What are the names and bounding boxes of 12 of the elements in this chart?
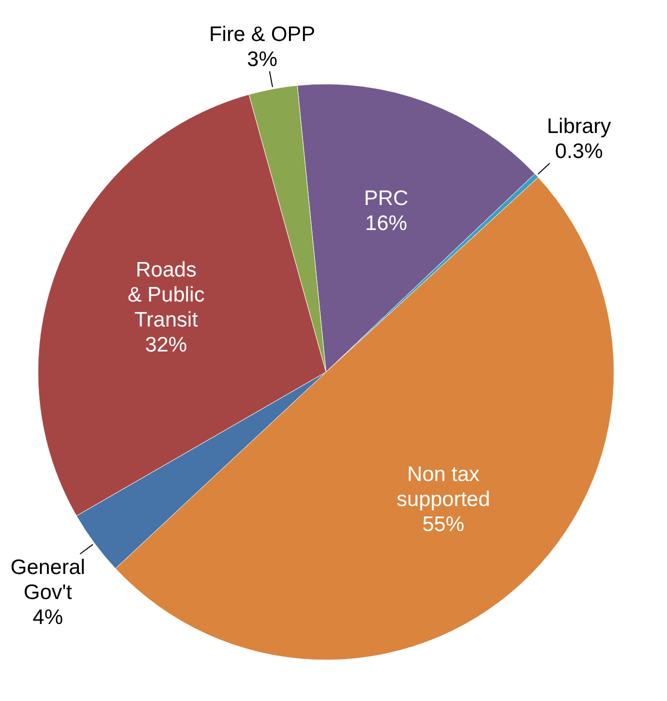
slice-label: Library: [546, 115, 612, 138]
data-label: 32%: [145, 333, 188, 356]
data-label: 3%: [247, 48, 278, 72]
slice-label: Fire & OPP: [209, 23, 316, 46]
data-label: 0.3%: [555, 140, 603, 164]
data-label: 4%: [32, 606, 64, 629]
slice-label: General Gov't: [10, 556, 86, 604]
data-label: 16%: [365, 212, 408, 235]
slice-label: Non tax supported: [396, 463, 490, 512]
data-label: 55%: [422, 513, 464, 536]
slice-label: Roads & Public Transit: [128, 258, 205, 332]
slice-label: PRC: [364, 186, 408, 210]
